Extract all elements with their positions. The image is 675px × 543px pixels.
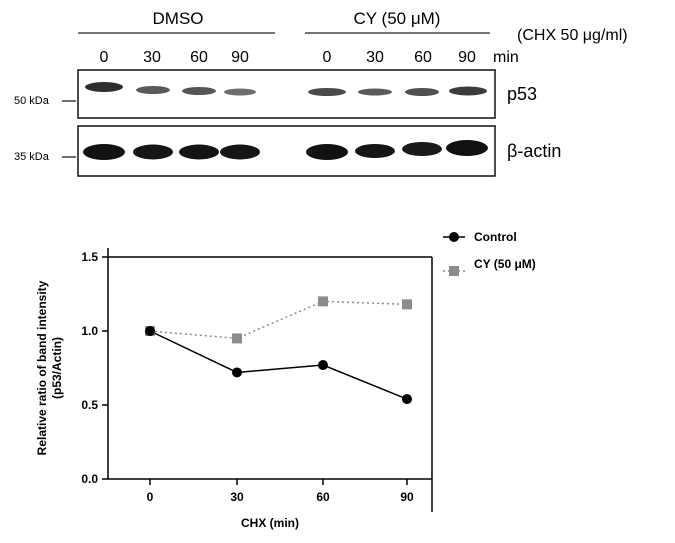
- x-tick-label: 90: [400, 490, 414, 504]
- data-point-cy: [232, 333, 242, 344]
- group-label-dmso: DMSO: [153, 9, 204, 28]
- time-unit-label: min: [493, 49, 519, 66]
- blot-label-p53: p53: [507, 84, 537, 104]
- band-p53-cy-90: [449, 86, 487, 96]
- y-tick-label: 0.0: [81, 472, 98, 486]
- data-point-control: [402, 394, 412, 405]
- series-lines: [149, 300, 408, 400]
- line-chart: 0.0 0.5 1.0 1.5 0 30 60 90 CHX (min) Relative …: [35, 230, 536, 530]
- legend-label-cy: CY (50 μM): [474, 257, 536, 271]
- data-point-cy: [318, 296, 328, 307]
- band-actin-dmso-30: [133, 144, 173, 160]
- legend-label-control: Control: [474, 230, 517, 244]
- data-point-control: [318, 360, 328, 371]
- band-actin-dmso-0: [83, 144, 125, 160]
- band-p53-dmso-90: [224, 88, 256, 96]
- series-line-cy: [149, 300, 408, 340]
- timepoint-labels: 0 30 60 90 0 30 60 90: [100, 49, 476, 66]
- group-label-cy: CY (50 μM): [354, 9, 441, 28]
- band-p53-cy-30: [358, 88, 392, 96]
- band-actin-dmso-90: [220, 144, 260, 160]
- chart-legend: Control CY (50 μM): [443, 230, 536, 276]
- band-actin-cy-0: [306, 144, 348, 160]
- x-axis-title: CHX (min): [241, 516, 299, 530]
- marker-label-actin: 35 kDa: [14, 151, 50, 163]
- timepoint-dmso-0: 0: [100, 49, 109, 66]
- blot-panel-actin: β-actin 35 kDa: [14, 125, 561, 177]
- band-p53-dmso-60: [182, 87, 216, 95]
- timepoint-dmso-30: 30: [143, 49, 161, 66]
- blot-panel-p53: p53 50 kDa: [14, 69, 537, 119]
- timepoint-cy-30: 30: [366, 49, 384, 66]
- legend-marker-cy: [449, 266, 459, 276]
- y-tick-label: 1.0: [81, 324, 98, 338]
- western-blot: DMSO CY (50 μM) (CHX 50 μg/ml) 0 30 60 9…: [14, 9, 628, 177]
- legend-marker-control: [449, 232, 459, 242]
- timepoint-cy-90: 90: [458, 49, 476, 66]
- band-actin-dmso-60: [179, 144, 219, 160]
- band-actin-cy-60: [402, 142, 442, 156]
- blot-label-actin: β-actin: [507, 141, 561, 161]
- band-p53-cy-60: [405, 88, 439, 96]
- data-point-control: [232, 367, 242, 378]
- y-tick-label: 1.5: [81, 250, 98, 264]
- timepoint-cy-60: 60: [414, 49, 432, 66]
- series-line-control: [149, 330, 408, 400]
- y-axis-title-line1: Relative ratio of band intensity: [35, 280, 49, 455]
- band-p53-dmso-0: [85, 82, 123, 92]
- series-markers: [145, 296, 412, 405]
- y-tick-label: 0.5: [81, 398, 98, 412]
- data-point-cy: [402, 299, 412, 310]
- treatment-label: (CHX 50 μg/ml): [517, 27, 628, 44]
- y-axis-title-line2: (p53/Actin): [50, 337, 64, 399]
- timepoint-cy-0: 0: [323, 49, 332, 66]
- x-tick-label: 30: [230, 490, 244, 504]
- band-actin-cy-90: [446, 140, 488, 156]
- x-tick-label: 60: [316, 490, 330, 504]
- marker-label-p53: 50 kDa: [14, 95, 50, 107]
- x-tick-label: 0: [147, 490, 154, 504]
- band-p53-cy-0: [308, 88, 346, 96]
- band-p53-dmso-30: [136, 86, 170, 94]
- timepoint-dmso-90: 90: [231, 49, 249, 66]
- y-axis-ticks: 0.0 0.5 1.0 1.5: [81, 250, 108, 486]
- timepoint-dmso-60: 60: [190, 49, 208, 66]
- data-point-control: [145, 326, 155, 336]
- band-actin-cy-30: [355, 144, 395, 158]
- x-axis-ticks: 0 30 60 90: [147, 479, 414, 504]
